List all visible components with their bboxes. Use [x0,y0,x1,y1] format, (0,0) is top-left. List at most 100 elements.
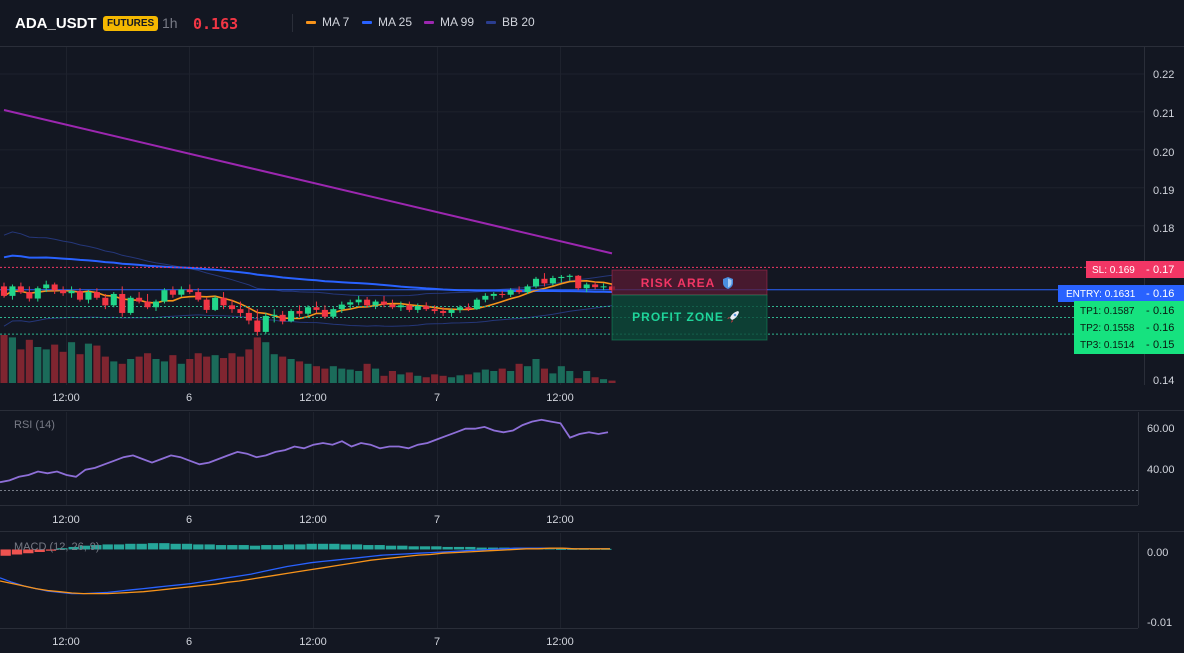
legend-bb20[interactable]: BB 20 [486,15,535,29]
candle-body[interactable] [380,301,388,305]
volume-bar [329,366,337,383]
candle-body[interactable] [473,299,480,310]
candle-body[interactable] [600,286,607,288]
candle-body[interactable] [490,293,497,296]
candle-body[interactable] [330,309,337,317]
candle-body[interactable] [271,314,278,316]
candle-body[interactable] [136,297,143,302]
candle-body[interactable] [186,289,193,293]
candle-body[interactable] [119,293,126,313]
volume-bar [557,366,565,383]
candle-body[interactable] [355,299,362,303]
candle-body[interactable] [203,299,210,310]
candle-body[interactable] [17,286,24,293]
candle-body[interactable] [364,299,371,306]
candle-body[interactable] [220,297,227,306]
candle-body[interactable] [423,306,430,310]
legend-ma25[interactable]: MA 25 [362,15,412,29]
legend-ma7[interactable]: MA 7 [306,15,349,29]
candle-body[interactable] [169,290,176,295]
tp2-axis-sep: - [1146,322,1150,334]
candle-body[interactable] [9,286,16,296]
candle-body[interactable] [60,290,67,294]
candle-body[interactable] [372,301,379,306]
profit-zone[interactable] [611,294,768,341]
macd-histogram-bar [113,544,125,550]
candle-body[interactable] [304,307,312,314]
candle-body[interactable] [321,309,328,317]
candle-body[interactable] [279,314,286,322]
candle-body[interactable] [507,290,514,295]
candle-body[interactable] [592,284,599,288]
macd-histogram-bar [397,545,408,550]
candle-body[interactable] [195,292,202,300]
candle-body[interactable] [575,275,582,289]
candle-body[interactable] [583,284,590,289]
candle-body[interactable] [93,292,100,298]
candle-body[interactable] [161,290,168,302]
volume-bar [473,372,481,383]
candle-body[interactable] [448,309,455,313]
candle-body[interactable] [127,297,134,313]
legend-ma99[interactable]: MA 99 [424,15,474,29]
volume-bar [456,375,464,383]
candle-body[interactable] [178,289,185,295]
candle-body[interactable] [532,278,540,287]
candle-body[interactable] [338,304,345,310]
candle-body[interactable] [34,288,41,299]
candle-body[interactable] [482,295,489,300]
time-label: 7 [434,636,440,648]
price-axis[interactable]: 0.22 0.21 0.20 0.19 0.18 0.14 [1153,69,1174,387]
candle-body[interactable] [541,278,548,284]
time-axis-main: 12:00 6 12:00 7 12:00 [52,392,574,404]
candle-body[interactable] [51,284,58,291]
volume-bar [532,359,540,383]
candle-body[interactable] [110,293,117,306]
symbol-name[interactable]: ADA_USDT [15,15,97,32]
volume-bar [236,356,244,383]
candle-body[interactable] [524,286,531,293]
candle-body[interactable] [566,275,573,277]
legend-label: MA 99 [440,15,475,29]
price-tick: 0.18 [1153,223,1174,235]
candle-body[interactable] [406,305,413,310]
candle-body[interactable] [26,292,33,299]
candle-body[interactable] [431,309,438,312]
timeframe-label[interactable]: 1h [162,15,178,31]
candle-body[interactable] [212,297,219,310]
candle-body[interactable] [152,301,160,308]
volume-bar [540,368,548,383]
candle-body[interactable] [102,297,109,306]
candle-body[interactable] [440,311,447,313]
candle-body[interactable] [237,309,244,313]
candle-body[interactable] [516,290,523,293]
candle-body[interactable] [347,302,354,305]
candle-body[interactable] [288,311,295,322]
candle-body[interactable] [499,293,506,295]
candle-body[interactable] [389,304,396,308]
macd-histogram-bar [227,545,238,550]
candle-body[interactable] [549,278,556,284]
time-label: 6 [186,392,192,404]
candle-body[interactable] [262,315,269,332]
candle-body[interactable] [397,305,404,308]
candle-body[interactable] [228,305,236,310]
candle-body[interactable] [85,292,92,300]
candle-body[interactable] [558,276,565,279]
candlesticks[interactable] [0,273,616,336]
candle-body[interactable] [414,306,421,310]
candle-body[interactable] [313,307,320,310]
candle-body[interactable] [76,290,84,300]
candle-body[interactable] [465,307,472,310]
candle-body[interactable] [68,290,75,294]
candle-body[interactable] [43,284,50,289]
candle-body[interactable] [456,307,464,310]
candle-body[interactable] [254,320,261,332]
risk-area-zone[interactable] [611,269,768,296]
candle-body[interactable] [296,311,303,314]
candle-body[interactable] [245,312,252,321]
candle-body[interactable] [0,286,8,296]
volume-bar [549,373,557,383]
candle-body[interactable] [144,301,151,308]
